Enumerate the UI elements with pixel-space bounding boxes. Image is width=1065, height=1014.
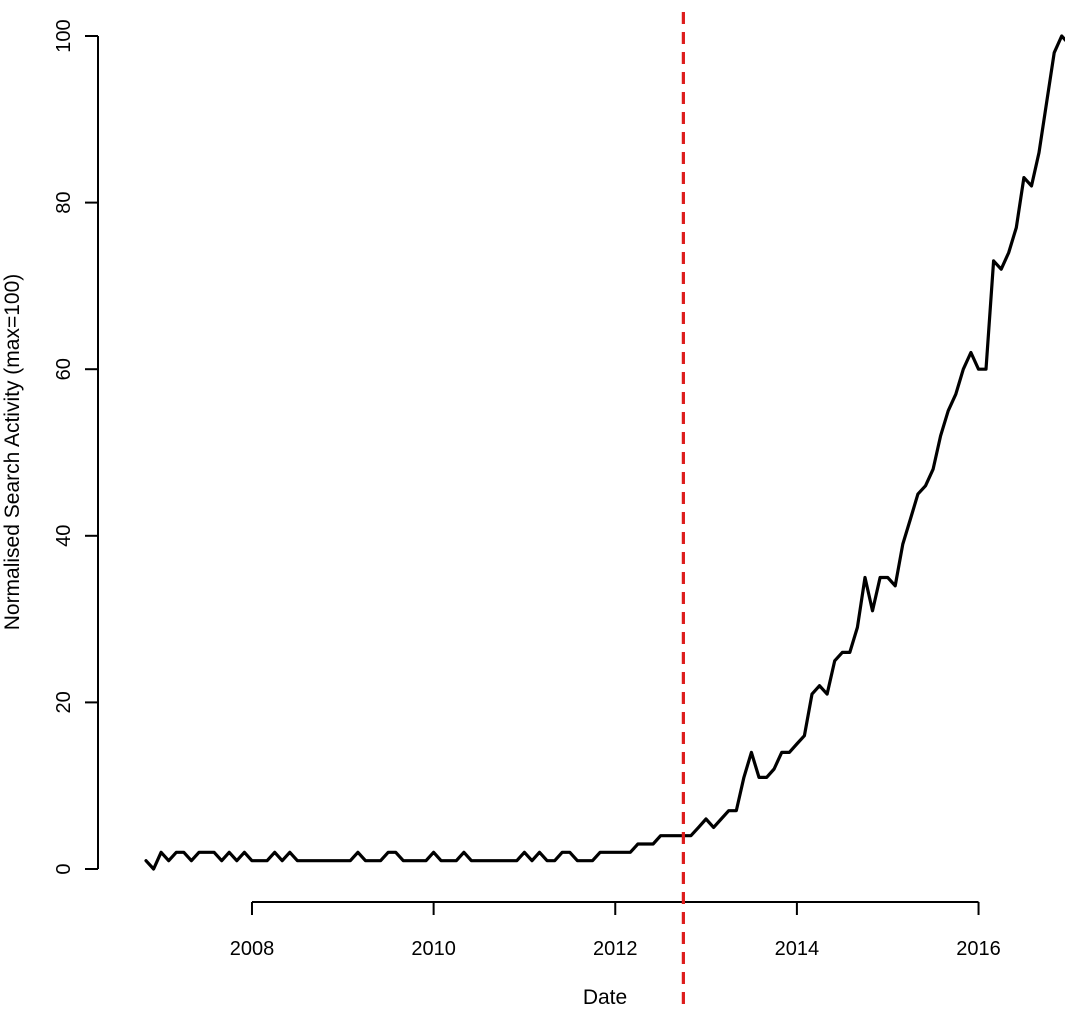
x-tick-label: 2016 bbox=[956, 938, 1001, 960]
series-line bbox=[144, 34, 1065, 871]
x-axis-title: Date bbox=[583, 986, 627, 1009]
y-tick-label: 20 bbox=[53, 691, 75, 713]
plot-area bbox=[144, 12, 1065, 1006]
y-tick-label: 0 bbox=[53, 863, 75, 874]
y-tick-label: 80 bbox=[53, 191, 75, 213]
x-tick-label: 2010 bbox=[411, 938, 456, 960]
y-tick-label: 100 bbox=[53, 19, 75, 52]
y-axis: 0 20 40 60 80 100 bbox=[53, 19, 99, 875]
y-tick-label: 60 bbox=[53, 358, 75, 380]
x-axis: 2008 2010 2012 2014 2016 bbox=[230, 901, 1001, 960]
x-tick-label: 2014 bbox=[775, 938, 820, 960]
x-tick-label: 2012 bbox=[593, 938, 638, 960]
x-tick-label: 2008 bbox=[230, 938, 275, 960]
y-axis-title: Normalised Search Activity (max=100) bbox=[1, 274, 24, 631]
y-tick-label: 40 bbox=[53, 525, 75, 547]
